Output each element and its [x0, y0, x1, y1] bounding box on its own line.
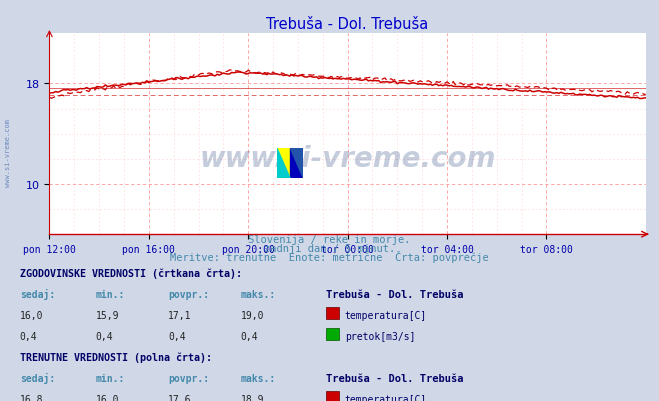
Text: 17,6: 17,6 [168, 394, 192, 401]
Text: min.:: min.: [96, 290, 125, 300]
Text: TRENUTNE VREDNOSTI (polna črta):: TRENUTNE VREDNOSTI (polna črta): [20, 352, 212, 362]
Text: zadnji dan / 5 minut.: zadnji dan / 5 minut. [264, 243, 395, 253]
Text: 0,4: 0,4 [168, 331, 186, 341]
Text: Trebuša - Dol. Trebuša: Trebuša - Dol. Trebuša [326, 373, 464, 383]
Text: Slovenija / reke in morje.: Slovenija / reke in morje. [248, 235, 411, 245]
Polygon shape [290, 148, 303, 178]
Text: pretok[m3/s]: pretok[m3/s] [345, 331, 415, 341]
Text: 0,4: 0,4 [241, 331, 258, 341]
Text: www.si-vreme.com: www.si-vreme.com [5, 118, 11, 186]
Text: 19,0: 19,0 [241, 310, 264, 320]
Text: sedaj:: sedaj: [20, 372, 55, 383]
Title: Trebuša - Dol. Trebuša: Trebuša - Dol. Trebuša [266, 16, 429, 32]
Text: Trebuša - Dol. Trebuša: Trebuša - Dol. Trebuša [326, 290, 464, 300]
Text: sedaj:: sedaj: [20, 289, 55, 300]
Text: 18,9: 18,9 [241, 394, 264, 401]
Text: maks.:: maks.: [241, 373, 275, 383]
Text: 16,0: 16,0 [20, 310, 43, 320]
Text: povpr.:: povpr.: [168, 290, 209, 300]
Text: 15,9: 15,9 [96, 310, 119, 320]
Bar [277, 148, 290, 178]
Text: 16,8: 16,8 [20, 394, 43, 401]
Text: min.:: min.: [96, 373, 125, 383]
Bar [290, 148, 303, 178]
Text: Meritve: trenutne  Enote: metrične  Črta: povprečje: Meritve: trenutne Enote: metrične Črta: … [170, 250, 489, 262]
Text: ZGODOVINSKE VREDNOSTI (črtkana črta):: ZGODOVINSKE VREDNOSTI (črtkana črta): [20, 268, 242, 279]
Text: temperatura[C]: temperatura[C] [345, 310, 427, 320]
Text: povpr.:: povpr.: [168, 373, 209, 383]
Text: 17,1: 17,1 [168, 310, 192, 320]
Text: temperatura[C]: temperatura[C] [345, 394, 427, 401]
Text: 16,0: 16,0 [96, 394, 119, 401]
Text: maks.:: maks.: [241, 290, 275, 300]
Text: www.si-vreme.com: www.si-vreme.com [200, 144, 496, 172]
Text: 0,4: 0,4 [96, 331, 113, 341]
Polygon shape [277, 148, 290, 178]
Text: 0,4: 0,4 [20, 331, 38, 341]
